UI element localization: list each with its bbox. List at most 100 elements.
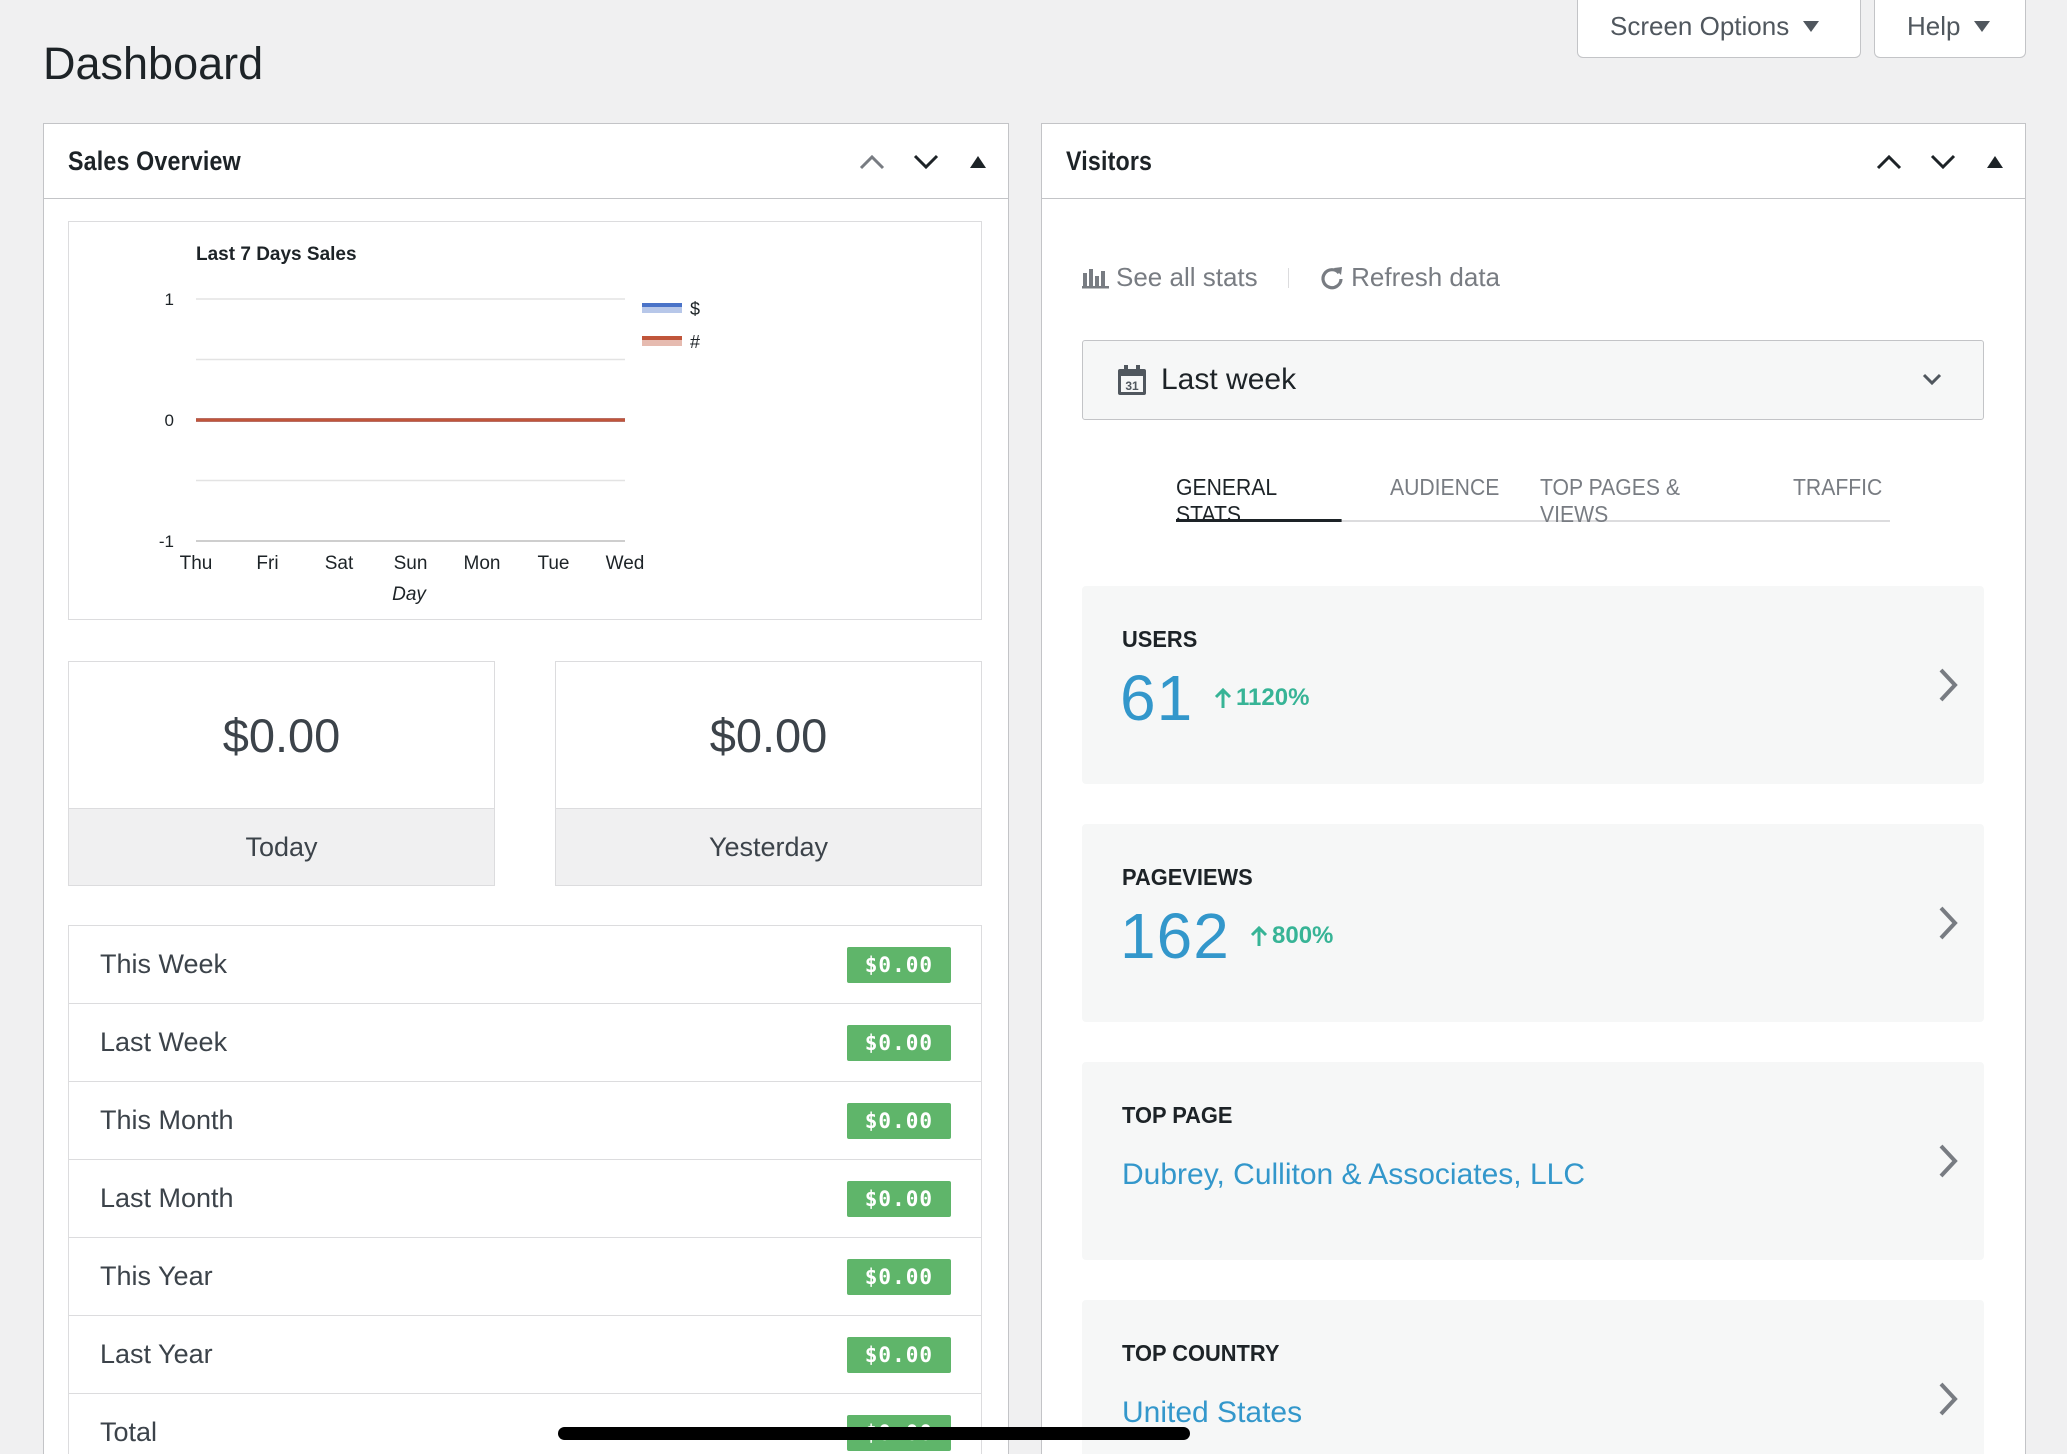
table-row: This Week $0.00: [69, 926, 981, 1004]
y-tick-label: 1: [165, 290, 174, 309]
help-button[interactable]: Help: [1874, 0, 2026, 58]
legend-label: $: [690, 299, 700, 319]
see-all-stats-link[interactable]: See all stats: [1082, 262, 1258, 293]
line-chart: Last 7 Days Sales 1 0 -1 Thu Fri Sat Sun Mon Tu…: [159, 244, 700, 605]
x-tick-label: Tue: [537, 553, 569, 574]
amount-badge: $0.00: [846, 1180, 951, 1217]
help-label: Help: [1907, 11, 1961, 41]
today-value: $0.00: [222, 708, 341, 762]
sales-chart: Last 7 Days Sales 1 0 -1 Thu Fri Sat Sun Mon Tu…: [68, 221, 982, 620]
tab-general-stats[interactable]: GENERAL STATS: [1176, 460, 1342, 527]
pageviews-value: 162: [1120, 900, 1230, 972]
amount-badge: $0.00: [846, 1336, 951, 1373]
row-label: Last Month: [100, 1183, 234, 1213]
users-value: 61: [1120, 662, 1194, 734]
legend-swatch: [642, 307, 682, 313]
sales-overview-panel: Sales Overview Last 7 Days Sales 1 0 -1 Th…: [43, 123, 1009, 1454]
move-down-button[interactable]: [910, 146, 942, 178]
chevron-right-icon: [1939, 1382, 1958, 1416]
chevron-up-icon: [859, 154, 885, 169]
row-label: This Year: [100, 1261, 213, 1291]
screen-options-button[interactable]: Screen Options: [1577, 0, 1861, 58]
x-tick-label: Sun: [394, 553, 428, 574]
y-tick-label: -1: [159, 532, 174, 551]
collapse-panel-button[interactable]: [1987, 155, 2003, 168]
date-range-select[interactable]: 31 Last week: [1082, 340, 1984, 420]
pageviews-change: 800%: [1250, 922, 1333, 950]
panel-header: Visitors: [1042, 124, 2025, 199]
row-label: Last Year: [100, 1339, 213, 1369]
move-up-button[interactable]: [1873, 146, 1905, 178]
chevron-right-icon: [1939, 668, 1958, 702]
amount-badge: $0.00: [846, 946, 951, 983]
amount-badge: $0.00: [846, 1102, 951, 1139]
top-country-stat-card[interactable]: TOP COUNTRY United States: [1082, 1300, 1984, 1454]
table-row: Last Year $0.00: [69, 1316, 981, 1394]
see-all-stats-label: See all stats: [1116, 262, 1258, 292]
chevron-down-icon: [1922, 373, 1942, 386]
divider: [1287, 267, 1290, 288]
top-page-stat-card[interactable]: TOP PAGE Dubrey, Culliton & Associates, …: [1082, 1062, 1984, 1260]
x-tick-label: Mon: [464, 553, 501, 574]
amount-badge: $0.00: [846, 1258, 951, 1295]
table-row: Last Week $0.00: [69, 1004, 981, 1082]
chevron-down-icon: [1930, 154, 1956, 169]
table-row: Last Month $0.00: [69, 1160, 981, 1238]
legend-swatch: [642, 336, 682, 340]
table-row: Total$0.00: [69, 1394, 981, 1454]
screen-options-label: Screen Options: [1610, 11, 1790, 41]
x-tick-label: Sat: [325, 553, 354, 574]
top-country-label: TOP COUNTRY: [1122, 1340, 1280, 1366]
tab-traffic[interactable]: TRAFFIC: [1792, 474, 1883, 500]
panel-title: Sales Overview: [68, 145, 241, 176]
row-label: Last Week: [100, 1027, 228, 1057]
chart-title: Last 7 Days Sales: [196, 244, 357, 265]
refresh-icon: [1321, 266, 1343, 289]
top-page-link[interactable]: Dubrey, Culliton & Associates, LLC: [1122, 1158, 1585, 1191]
move-down-button[interactable]: [1927, 146, 1959, 178]
arrow-up-icon: [1214, 687, 1232, 708]
users-label: USERS: [1122, 626, 1198, 652]
x-tick-label: Fri: [256, 553, 278, 574]
visitors-panel: Visitors See all stats Refresh data: [1041, 123, 2026, 1454]
yesterday-label: Yesterday: [556, 808, 981, 885]
top-page-label: TOP PAGE: [1122, 1102, 1233, 1128]
row-label: Total: [100, 1417, 158, 1447]
legend-swatch: [642, 340, 682, 346]
caret-down-icon: [1974, 21, 1991, 32]
pageviews-label: PAGEVIEWS: [1122, 864, 1253, 890]
calendar-day: 31: [1125, 379, 1139, 393]
row-label: This Week: [100, 949, 228, 979]
table-row: This Year $0.00: [69, 1238, 981, 1316]
panel-title: Visitors: [1066, 145, 1153, 176]
x-tick-label: Thu: [180, 553, 213, 574]
bar-chart-icon: [1082, 268, 1109, 288]
pageviews-stat-card[interactable]: PAGEVIEWS 162 800%: [1082, 824, 1984, 1022]
top-country-link[interactable]: United States: [1122, 1396, 1303, 1429]
chevron-down-icon: [913, 154, 939, 169]
yesterday-card: $0.00 Yesterday: [555, 661, 982, 886]
stats-tabs: GENERAL STATS AUDIENCE TOP PAGES & VIEWS…: [1176, 460, 1890, 527]
users-change-value: 1120%: [1236, 684, 1310, 711]
chevron-up-icon: [1876, 154, 1902, 169]
visitor-links: See all stats Refresh data: [1082, 262, 1500, 293]
x-tick-label: Wed: [606, 553, 645, 574]
chevron-right-icon: [1939, 906, 1958, 940]
legend-swatch: [642, 303, 682, 307]
today-card: $0.00 Today: [68, 661, 495, 886]
users-stat-card[interactable]: USERS 61 1120%: [1082, 586, 1984, 784]
arrow-up-icon: [1250, 925, 1268, 946]
chevron-right-icon: [1939, 1144, 1958, 1178]
collapse-panel-button[interactable]: [970, 155, 986, 168]
tab-audience[interactable]: AUDIENCE: [1389, 474, 1499, 500]
move-up-button[interactable]: [856, 146, 888, 178]
caret-down-icon: [1803, 21, 1820, 32]
tab-top-pages-views[interactable]: TOP PAGES & VIEWS: [1540, 474, 1681, 527]
amount-badge: $0.00: [846, 1024, 951, 1061]
table-row: This Month $0.00: [69, 1082, 981, 1160]
refresh-data-link[interactable]: Refresh data: [1319, 262, 1500, 293]
y-tick-label: 0: [165, 411, 174, 430]
yesterday-value: $0.00: [709, 708, 828, 762]
x-axis-label: Day: [392, 584, 427, 605]
sales-summary-table: This Week $0.00 Last Week $0.00 This Month…: [68, 925, 982, 1454]
